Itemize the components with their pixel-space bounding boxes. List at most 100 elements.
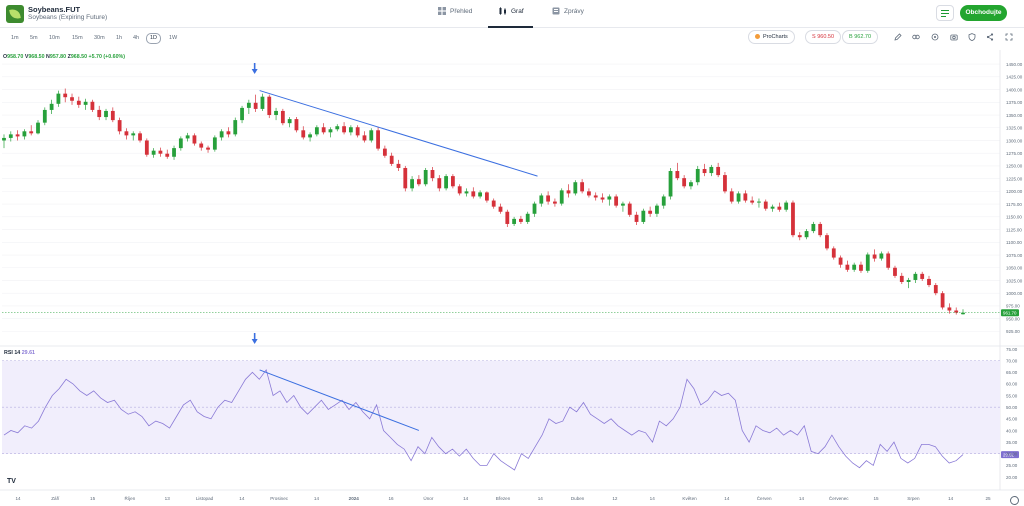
candle-body [117,120,122,132]
rsi-tick-label: 20.00 [1006,475,1018,480]
candle-body [709,166,714,174]
candle-body [920,273,925,279]
procharts-button[interactable]: ProCharts [748,30,795,44]
candle-body [124,131,129,136]
fullscreen-icon[interactable] [1005,33,1013,41]
price-tick-label: 1150.00 [1006,215,1022,220]
candle-body [280,110,285,124]
candle-body [553,201,557,204]
camera-icon[interactable] [950,33,958,41]
timeframe-30m[interactable]: 30m [94,35,105,41]
candle-body [444,176,448,189]
compare-icon[interactable] [912,33,920,41]
time-tick-label: Září [51,496,60,501]
last-price-tag-label: 961.70 [1003,310,1017,315]
candle-body [621,203,625,206]
candle-body [763,201,768,209]
rsi-band [2,360,1000,455]
soybeans-logo [6,5,24,23]
rsi-tick-label: 70.00 [1006,358,1018,363]
candle-body [695,168,700,183]
candle-body [294,119,299,131]
candle-body [355,127,360,136]
candle-body [954,310,959,313]
timeframe-4h[interactable]: 4h [133,35,140,41]
candle-body [192,135,197,144]
candle-body [675,171,680,179]
candle-body [906,279,911,282]
candle-body [410,179,414,189]
candle-body [852,264,857,270]
tab-overview[interactable]: Přehled [438,7,473,28]
candle-body [491,200,496,207]
candle-body [29,131,34,134]
candle-body [308,134,312,138]
price-tick-label: 1325.00 [1006,126,1023,131]
timeframe-15m[interactable]: 15m [72,35,83,41]
candle-body [804,231,809,238]
time-tick-label: Srpen [907,496,920,501]
watchlist-button[interactable] [936,5,954,21]
candle-body [791,202,795,236]
candle-body [464,191,469,194]
candle-body [36,122,40,134]
chart-grid [0,50,1024,491]
timeframe-1m[interactable]: 1m [11,35,19,41]
candle-body [818,223,823,236]
share-icon[interactable] [986,33,994,41]
timeframe-1h[interactable]: 1h [116,35,123,41]
tab-news[interactable]: Zprávy [552,7,584,28]
time-tick-label: Květen [682,496,697,501]
price-tick-label: 1025.00 [1006,278,1023,283]
candle-body [859,264,863,271]
candle-body [457,186,462,194]
trade-button[interactable]: Obchodujte [960,5,1007,21]
timeframe-10m[interactable]: 10m [49,35,60,41]
candle-body [342,126,346,133]
time-tick-label: 14 [948,496,954,501]
candle-body [899,275,904,282]
price-axis: 1450.00 1425.00 1400.00 1375.00 1350.00 1325.… [2,62,1023,334]
candle-body [287,119,292,124]
candle-body [437,178,442,189]
rsi-value: 29.61 [21,350,35,356]
pencil-icon[interactable] [894,33,902,41]
candle-body [430,170,435,179]
tab-overview-label: Přehled [450,8,473,15]
candle-body [314,127,319,135]
ohlc-change: +5.70 (+0.60%) [88,54,126,60]
gear-icon[interactable] [1010,496,1019,505]
news-icon [552,7,560,15]
price-tick-label: 1275.00 [1006,151,1023,156]
timeframe-1d[interactable]: 1D [146,33,162,44]
price-tick-label: 1175.00 [1006,202,1022,207]
price-tick-label: 1100.00 [1006,240,1022,245]
candle-body [8,134,13,138]
candle-body [498,206,503,212]
time-tick-label: Listopad [196,496,214,501]
candle-body [682,178,687,187]
sell-button[interactable]: S 960.50 [805,30,842,44]
candle-body [246,102,251,108]
shield-icon[interactable] [968,33,976,41]
indicator-icon[interactable] [931,33,939,41]
tab-chart[interactable]: Graf [488,7,533,28]
candle-body [403,167,408,189]
price-trendline [259,90,538,177]
candle-body [736,193,741,202]
buy-button[interactable]: B 962.70 [842,30,879,44]
candle-body [260,96,265,109]
candle-body [226,131,231,135]
candles-icon [499,7,506,15]
candle-body [587,191,591,196]
candle-body [893,267,897,276]
candle-body [450,176,455,187]
rsi-tick-label: 60.00 [1006,382,1018,387]
rsi-value-tag-label: 29.61 [1003,452,1015,457]
ohlc-open-value: 958.70 [7,54,24,60]
timeframe-1w[interactable]: 1W [169,35,178,41]
timeframe-5m[interactable]: 5m [30,35,38,41]
price-tick-label: 1375.00 [1006,100,1023,105]
candle-body [519,218,523,222]
